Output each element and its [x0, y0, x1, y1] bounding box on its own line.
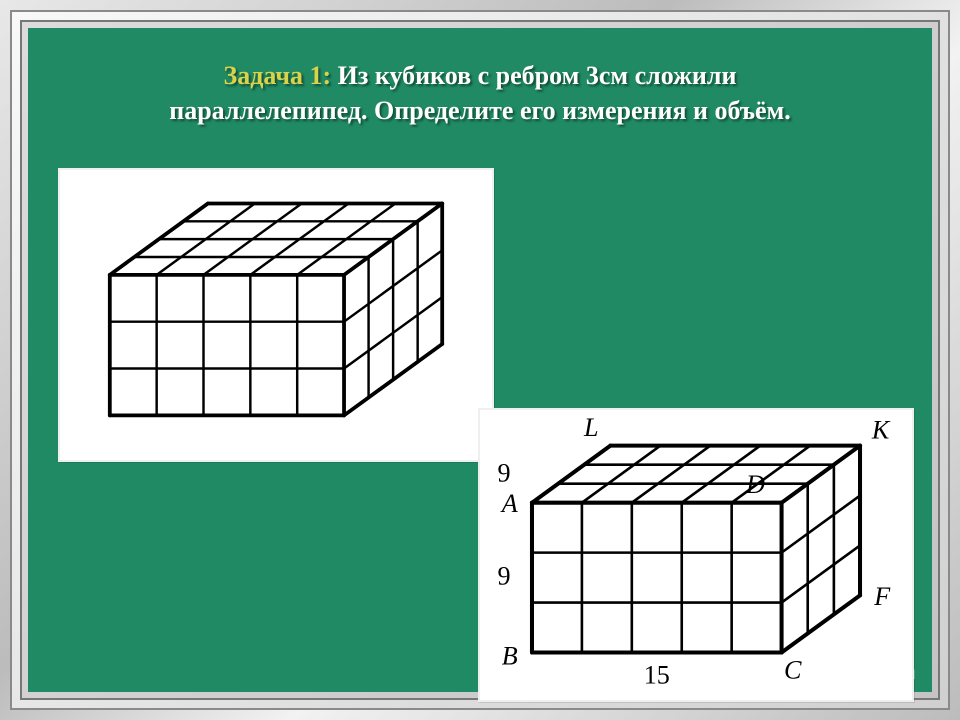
outer-frame: Задача 1: Из кубиков с ребром 3см сложил… — [0, 0, 960, 720]
title-rest-line1: Из кубиков с ребром 3см сложили — [331, 61, 736, 90]
svg-text:A: A — [500, 489, 519, 518]
svg-text:K: K — [871, 416, 891, 445]
figure-cuboid-1 — [58, 168, 494, 462]
mid-frame: Задача 1: Из кубиков с ребром 3см сложил… — [10, 10, 950, 710]
svg-text:L: L — [583, 413, 599, 442]
svg-text:B: B — [502, 641, 518, 670]
problem-title: Задача 1: Из кубиков с ребром 3см сложил… — [28, 58, 932, 128]
svg-text:F: F — [873, 582, 891, 611]
watermark: MyShared — [853, 667, 916, 682]
svg-text:9: 9 — [498, 458, 511, 487]
svg-text:9: 9 — [498, 562, 511, 591]
svg-text:C: C — [784, 656, 802, 685]
svg-text:D: D — [745, 470, 765, 499]
inner-frame: Задача 1: Из кубиков с ребром 3см сложил… — [20, 20, 940, 700]
svg-text:15: 15 — [644, 660, 670, 689]
title-lead: Задача 1: — [224, 61, 332, 90]
figure-cuboid-2: L K A D B C F 9 9 15 — [478, 408, 914, 702]
slide-area: Задача 1: Из кубиков с ребром 3см сложил… — [28, 28, 932, 692]
title-line2: параллелепипед. Определите его измерения… — [169, 96, 791, 125]
